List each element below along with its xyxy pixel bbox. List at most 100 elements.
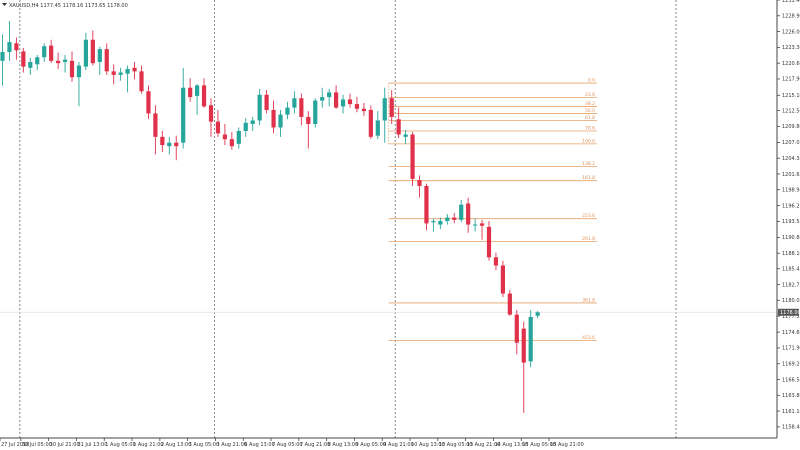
bearish-candle-body <box>49 45 54 61</box>
bearish-candle-body <box>104 49 109 72</box>
bullish-candle-body <box>375 120 380 136</box>
price-tick-label: 1182.75 <box>782 282 800 288</box>
time-tick-label: 15 Aug 21:00 <box>550 442 584 448</box>
bullish-candle-body <box>403 134 408 137</box>
time-tick-label: 7 Aug 05:00 <box>272 442 303 448</box>
price-tick-label: 1180.05 <box>782 298 800 304</box>
price-tick-label: 1174.60 <box>782 330 800 336</box>
bearish-candle-body <box>507 293 512 315</box>
bearish-candle-body <box>208 105 214 122</box>
bearish-candle-body <box>21 51 26 67</box>
bullish-candle-body <box>42 46 47 58</box>
fib-level-label: 138.2 <box>582 161 595 167</box>
bullish-candle-body <box>181 87 186 143</box>
bearish-candle-body <box>222 134 227 140</box>
time-tick-label: 6 Aug 13:00 <box>244 442 275 448</box>
bullish-candle-body <box>473 224 478 226</box>
bearish-candle-body <box>69 60 75 78</box>
bullish-candle-body <box>62 59 68 62</box>
bearish-candle-body <box>153 113 158 137</box>
candles <box>0 21 540 413</box>
time-tick-label: 1 Aug 05:00 <box>105 442 136 448</box>
bullish-candle-body <box>292 98 297 108</box>
bullish-candle-body <box>535 312 540 316</box>
price-tick-label: 1231.40 <box>782 0 800 4</box>
fib-level-label: 50.0 <box>585 108 595 114</box>
time-tick-label: 9 Aug 21:00 <box>383 442 414 448</box>
time-tick-label: 30 Jul 05:00 <box>22 442 52 448</box>
price-tick-label: 1215.10 <box>782 93 800 99</box>
bearish-candle-body <box>410 134 415 179</box>
fib-level-label: 361.8 <box>582 297 595 303</box>
bearish-candle-body <box>521 328 526 363</box>
bearish-candle-body <box>389 98 394 117</box>
bullish-candle-body <box>83 39 88 67</box>
fib-level-label: 423.6 <box>582 335 595 341</box>
bearish-candle-body <box>417 180 422 186</box>
price-tick-label: 1223.30 <box>782 45 800 51</box>
fib-level-label: 161.8 <box>582 175 595 181</box>
bearish-candle-body <box>361 108 366 112</box>
price-tick-label: 1185.45 <box>782 267 800 273</box>
price-tick-label: 1209.80 <box>782 124 800 130</box>
collapse-triangle-icon[interactable] <box>2 3 7 6</box>
time-tick-label: 3 Aug 21:00 <box>216 442 247 448</box>
price-tag-label: 1178.00 <box>780 310 800 316</box>
axes <box>0 0 778 439</box>
time-tick-label: 13 Aug 05:00 <box>439 442 473 448</box>
bearish-candle-body <box>424 185 429 224</box>
bearish-candle-body <box>111 71 116 75</box>
bearish-candle-body <box>334 92 339 108</box>
bullish-candle-body <box>195 85 200 96</box>
price-tick-label: 1196.25 <box>782 203 800 209</box>
bullish-candle-body <box>438 221 443 225</box>
time-tick-label: 14 Aug 13:00 <box>494 442 528 448</box>
price-tick-label: 1226.00 <box>782 29 800 35</box>
price-tick-label: 1201.65 <box>782 172 800 178</box>
bullish-candle-body <box>313 100 318 124</box>
bearish-candle-body <box>90 39 95 64</box>
bullish-candle-body <box>97 49 102 62</box>
bearish-candle-body <box>306 116 311 124</box>
price-tick-label: 1169.20 <box>782 362 800 368</box>
bearish-candle-body <box>500 265 505 294</box>
price-tick-label: 1190.80 <box>782 235 800 241</box>
time-tick-label: 9 Aug 05:00 <box>355 442 386 448</box>
price-tick-label: 1193.55 <box>782 219 800 225</box>
bullish-candle-body <box>236 130 241 144</box>
bearish-candle-body <box>229 139 234 147</box>
price-tick-label: 1188.10 <box>782 251 800 257</box>
chart-header: XAUUSD,H4 1177.45 1178.16 1173.65 1178.0… <box>2 3 128 9</box>
price-tick-label: 1217.90 <box>782 77 800 83</box>
bearish-candle-body <box>271 109 276 128</box>
time-tick-label: 27 Jul 2018 <box>1 442 29 448</box>
time-tick-label: 15 Aug 05:00 <box>522 442 556 448</box>
bullish-candle-body <box>340 99 346 107</box>
bearish-candle-body <box>514 314 519 343</box>
price-tick-label: 1171.90 <box>782 346 800 352</box>
price-tick-label: 1220.60 <box>782 61 800 67</box>
fib-level-label: 0.0 <box>588 78 595 84</box>
bullish-candle-body <box>35 57 40 65</box>
fib-level-label: 261.8 <box>582 236 595 242</box>
time-tick-label: 2 Aug 13:00 <box>161 442 192 448</box>
bearish-candle-body <box>264 94 269 110</box>
bearish-candle-body <box>215 121 221 134</box>
time-tick-label: 30 Jul 21:00 <box>50 442 80 448</box>
bearish-candle-body <box>146 91 151 114</box>
bearish-candle-body <box>132 67 137 72</box>
price-tick-label: 1207.05 <box>782 140 800 146</box>
fib-level-label: 38.2 <box>585 101 595 107</box>
time-tick-label: 1 Aug 21:00 <box>133 442 164 448</box>
price-tick-label: 1161.10 <box>782 409 800 415</box>
bullish-candle-body <box>459 204 464 220</box>
bearish-candle-body <box>188 87 193 98</box>
time-tick-label: 7 Aug 21:00 <box>300 442 331 448</box>
fibonacci-levels[interactable]: 0.0 23.6 38.250.061.8 78.6 100.0 138.2 161.8 22… <box>388 78 597 341</box>
price-tag-box <box>778 308 799 316</box>
price-tick-label: 1163.80 <box>782 393 800 399</box>
fib-level-label: 223.6 <box>582 213 595 219</box>
bullish-candle-body <box>528 316 533 362</box>
bullish-candle-body <box>243 122 248 131</box>
